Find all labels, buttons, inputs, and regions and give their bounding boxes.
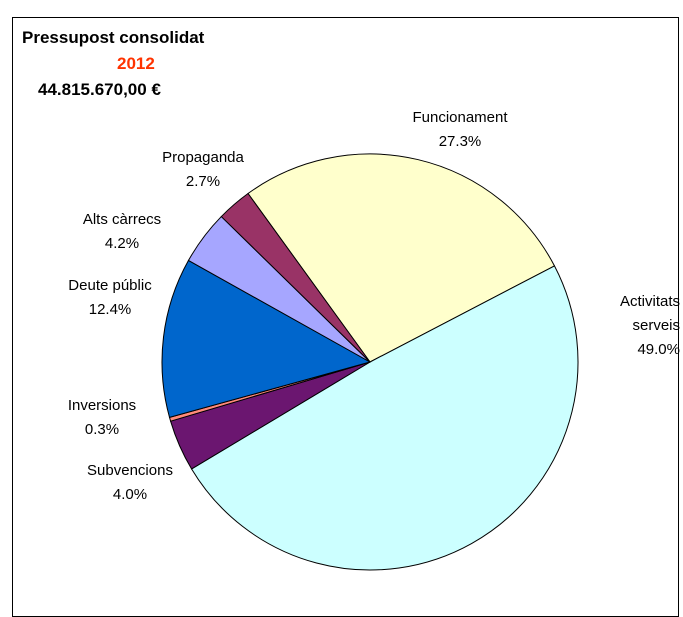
pie-slice — [190, 265, 579, 571]
chart-subtitle: 2012 — [117, 54, 155, 73]
slice-value: 12.4% — [88, 301, 132, 318]
slice-name: Subvencions — [87, 462, 173, 479]
slice-name: Propaganda — [162, 149, 244, 166]
slice-value: 0.3% — [84, 421, 120, 438]
pie-slice — [161, 259, 372, 419]
slice-label: Subvencions 4.0% — [87, 459, 173, 507]
slice-value: 4.0% — [112, 486, 148, 503]
slice-label: Funcionament 27.3% — [412, 106, 507, 154]
slice-name: Funcionament — [412, 109, 508, 126]
slice-name: Deute públic — [68, 277, 152, 294]
slice-label: Propaganda 2.7% — [162, 146, 244, 194]
slice-value: 4.2% — [104, 235, 140, 252]
slice-label: Activitats serveis 49.0% — [598, 290, 680, 362]
slice-label: Alts càrrecs 4.2% — [83, 208, 161, 256]
slice-value: 49.0% — [637, 341, 680, 358]
pie-slice — [220, 192, 371, 363]
chart-total: 44.815.670,00 € — [38, 80, 161, 99]
slice-value: 2.7% — [185, 173, 221, 190]
slice-label: Inversions 0.3% — [68, 394, 136, 442]
pie-slice — [247, 153, 556, 363]
slice-value: 27.3% — [438, 133, 482, 150]
slice-label: Deute públic 12.4% — [68, 274, 151, 322]
slice-name: Activitats serveis — [619, 293, 680, 334]
chart-title: Pressupost consolidat — [22, 28, 205, 47]
slice-name: Inversions — [67, 397, 137, 414]
slice-name: Alts càrrecs — [82, 211, 162, 228]
